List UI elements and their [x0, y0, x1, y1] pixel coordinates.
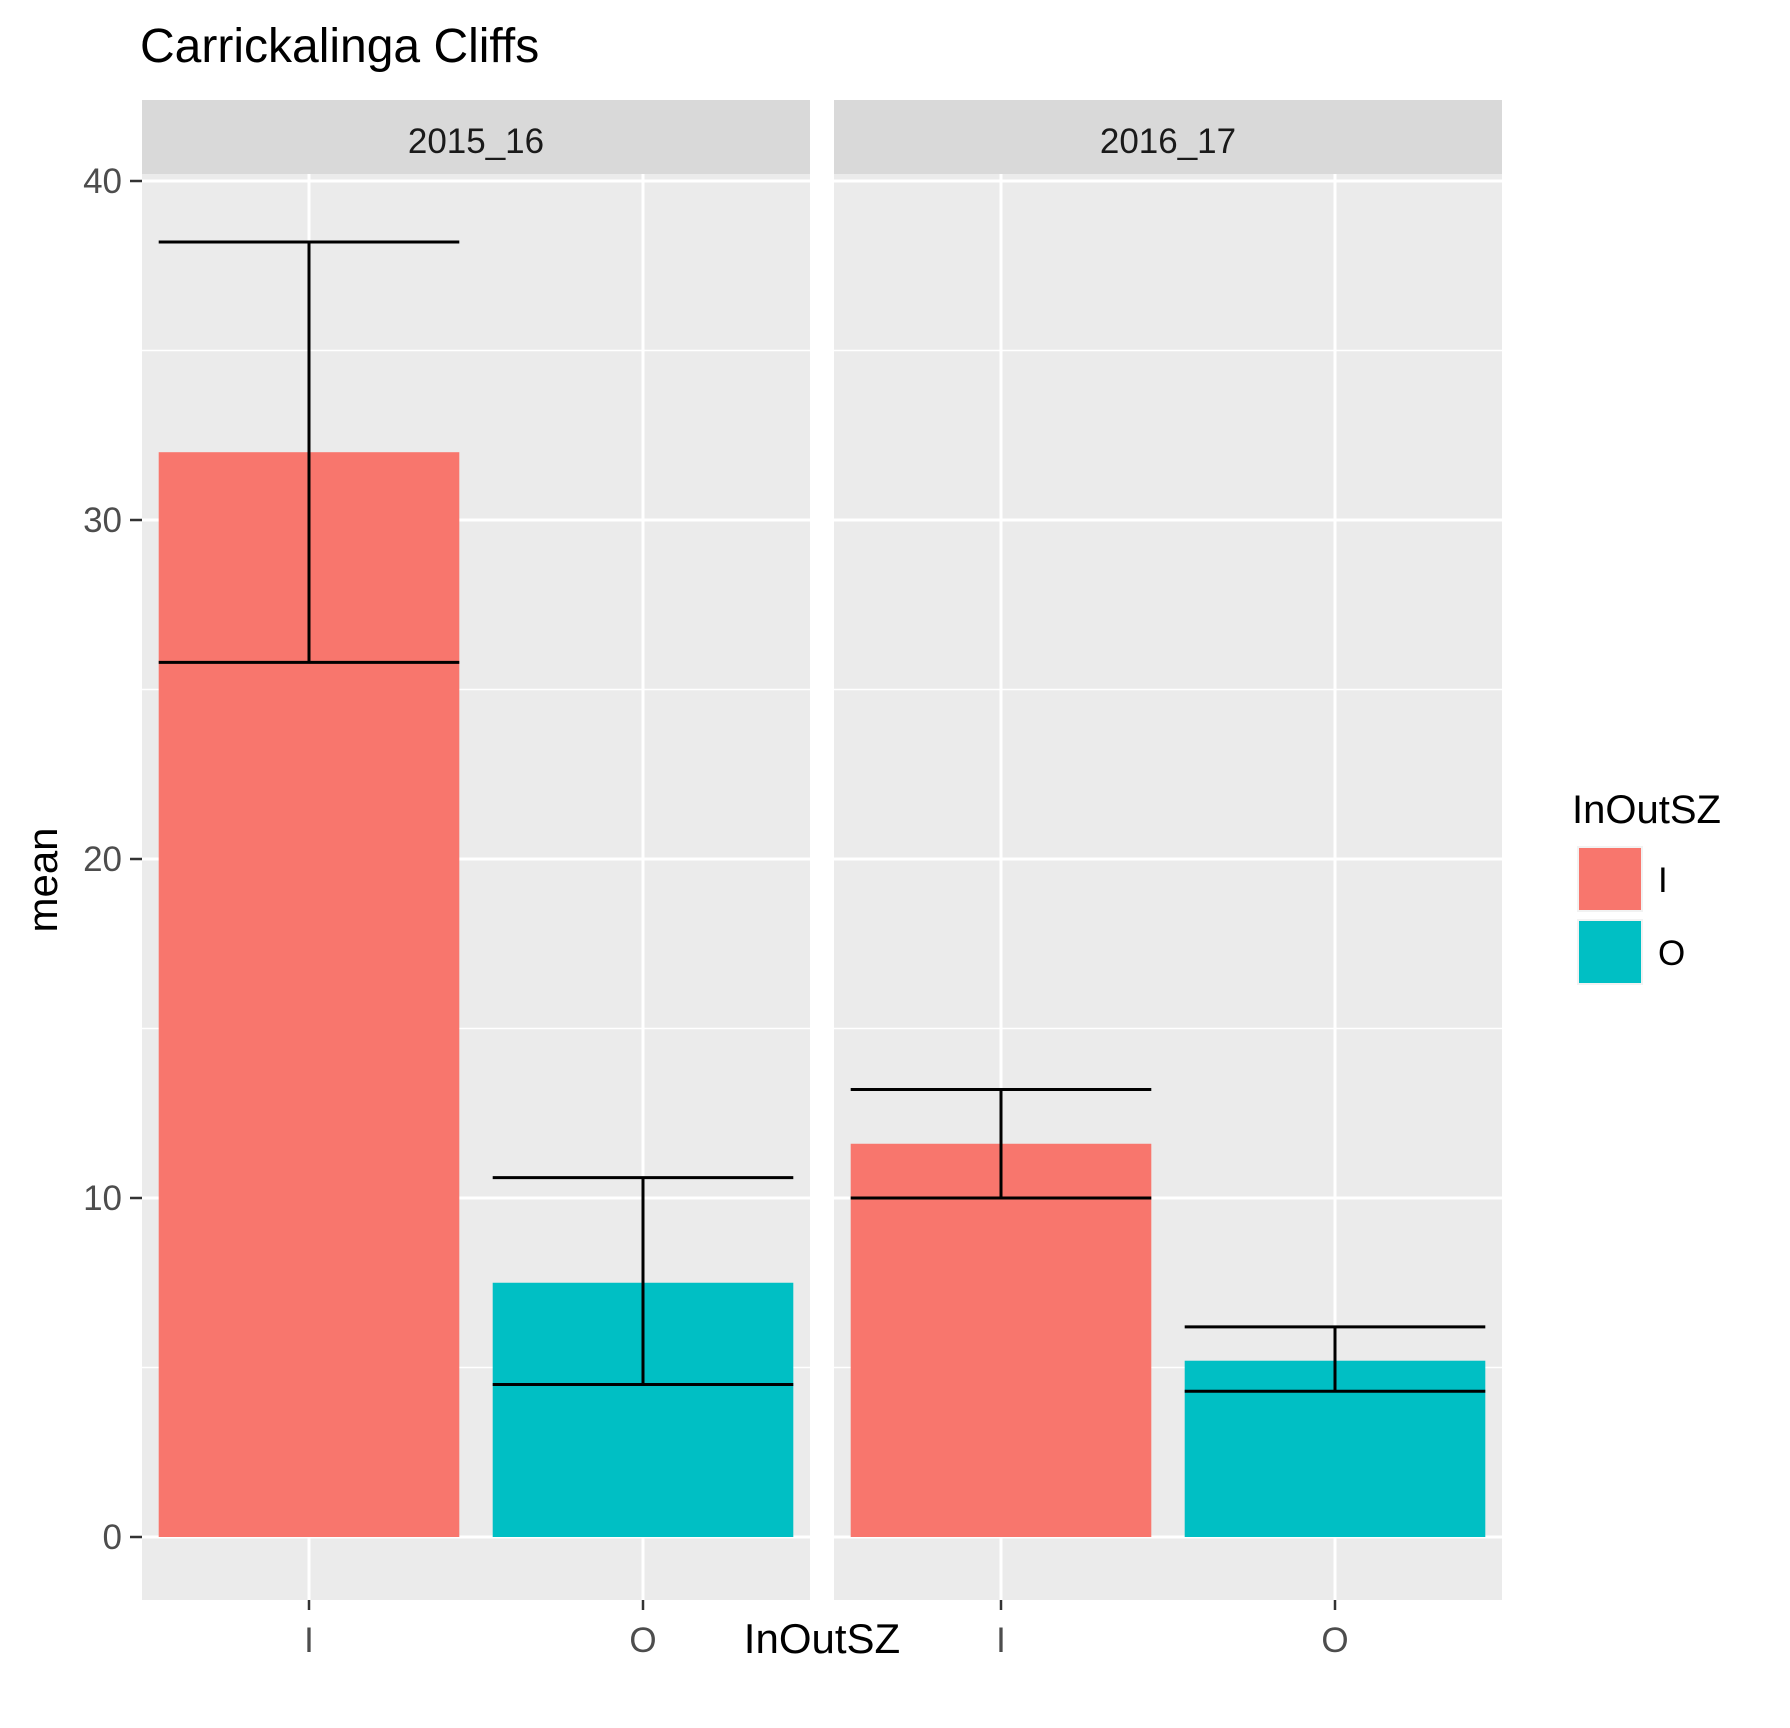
errorbar-2016_17-I: [850, 1088, 1152, 1200]
y-axis-label: mean: [19, 827, 66, 932]
x-tick-label: I: [304, 1621, 314, 1660]
legend-swatch-I: [1579, 848, 1641, 910]
x-axis-label: InOutSZ: [744, 1615, 900, 1662]
bar-2016_17-I: [850, 1143, 1152, 1537]
errorbar-2016_17-O: [1184, 1325, 1486, 1393]
y-tick-label: 0: [103, 1518, 122, 1557]
y-axis: 0 10 20 30 40: [83, 162, 142, 1557]
facets: 2015_16 2016_17: [142, 100, 1502, 1600]
y-tick-label: 30: [83, 501, 122, 540]
chart-title: Carrickalinga Cliffs: [140, 20, 539, 73]
errorbar-2015_16-I: [158, 240, 460, 664]
y-tick-label: 10: [83, 1179, 122, 1218]
legend-swatch-O: [1579, 921, 1641, 983]
facet-strip-label: 2015_16: [408, 122, 544, 161]
facet-panel-2015_16: 2015_16: [142, 100, 810, 1600]
errorbar-2015_16-O: [492, 1176, 794, 1386]
x-tick-label: I: [996, 1621, 1006, 1660]
facet-panel-2016_17: 2016_17: [834, 100, 1502, 1600]
y-tick-label: 20: [83, 840, 122, 879]
legend: InOutSZ IO: [1572, 788, 1721, 985]
x-tick-label: O: [1321, 1621, 1348, 1660]
legend-label-O: O: [1658, 934, 1685, 973]
y-tick-label: 40: [83, 162, 122, 201]
facet-strip-label: 2016_17: [1100, 122, 1236, 161]
facet-strip: [142, 100, 810, 174]
facet-strip: [834, 100, 1502, 174]
legend-title: InOutSZ: [1572, 788, 1721, 832]
x-tick-label: O: [629, 1621, 656, 1660]
legend-label-I: I: [1658, 861, 1668, 900]
